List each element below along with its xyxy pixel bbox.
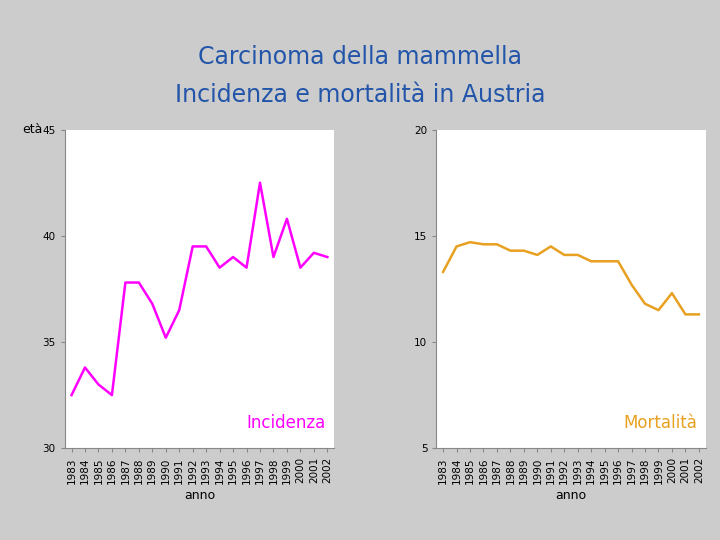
Text: Incidenza e mortalità in Austria: Incidenza e mortalità in Austria	[175, 83, 545, 106]
X-axis label: anno: anno	[184, 489, 215, 502]
Text: Carcinoma della mammella: Carcinoma della mammella	[198, 45, 522, 69]
Y-axis label: età: età	[22, 123, 42, 136]
Text: Mortalità: Mortalità	[624, 414, 698, 432]
X-axis label: anno: anno	[555, 489, 587, 502]
Text: Incidenza: Incidenza	[247, 414, 326, 432]
